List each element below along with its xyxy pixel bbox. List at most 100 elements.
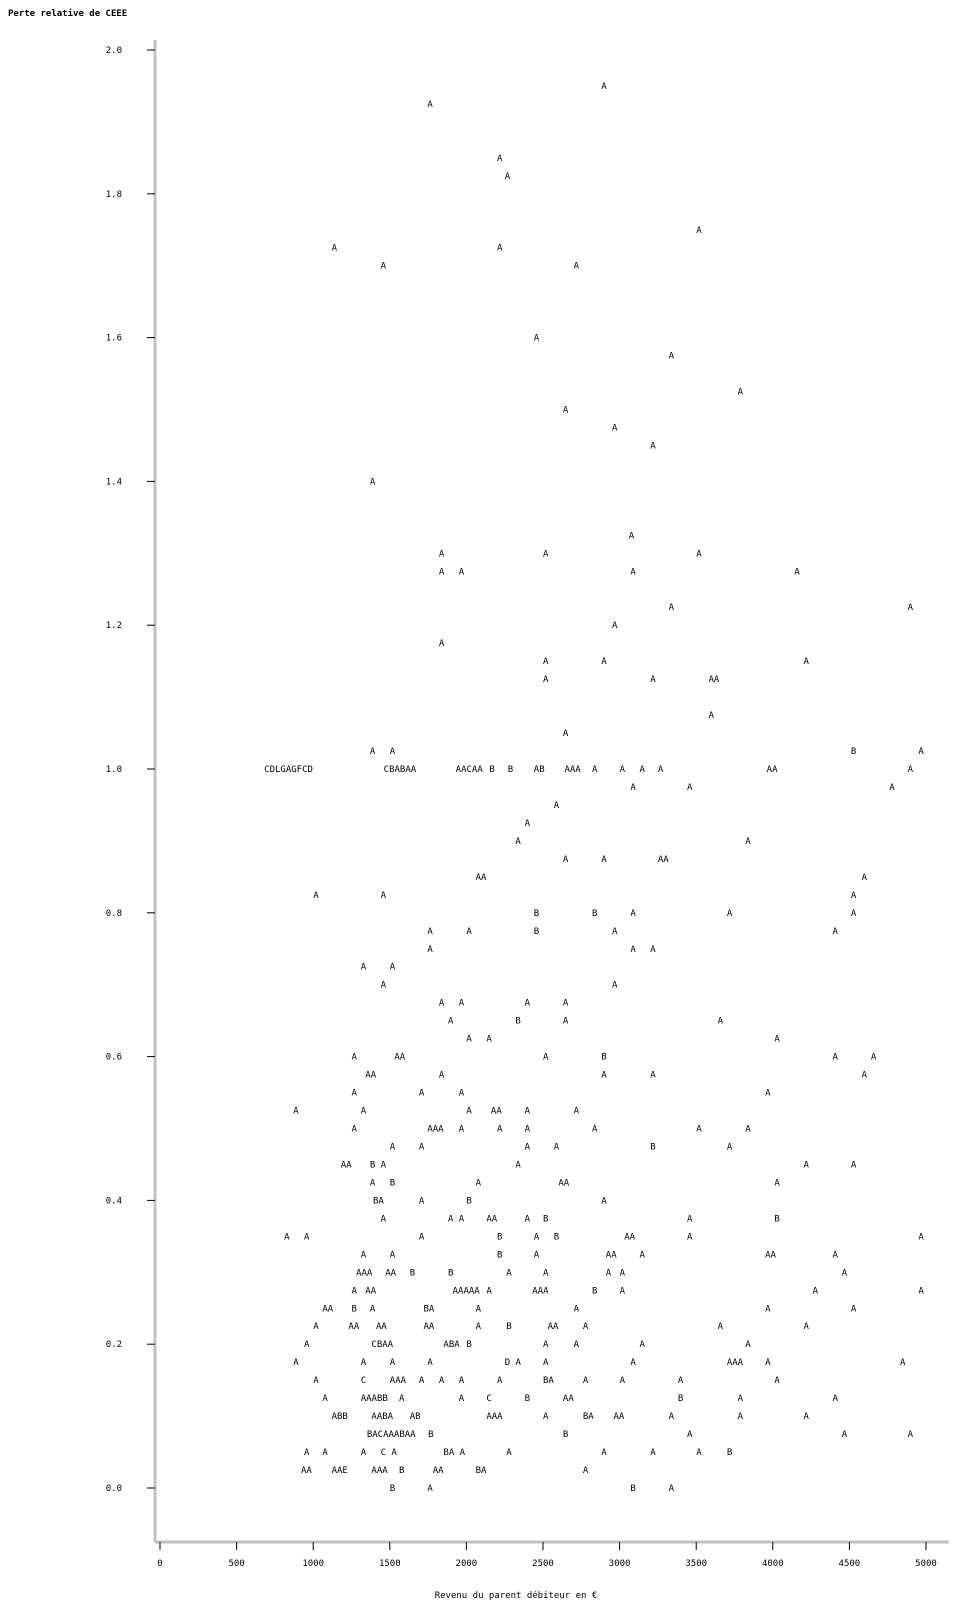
plot-point: A bbox=[620, 765, 626, 775]
plot-point: A bbox=[543, 549, 549, 559]
plot-point: AACAA bbox=[456, 765, 484, 775]
plot-point: A bbox=[313, 1322, 319, 1332]
plot-point: C bbox=[486, 1394, 491, 1404]
plot-point: A bbox=[352, 1125, 358, 1135]
plot-point: A bbox=[871, 1053, 877, 1063]
plot-point: A bbox=[918, 747, 924, 757]
plot-point: A bbox=[765, 1089, 771, 1099]
plot-point: AA bbox=[385, 1268, 396, 1278]
x-tick-label: 4000 bbox=[762, 1559, 784, 1569]
plot-point: AA bbox=[708, 675, 719, 685]
plot-point: A bbox=[606, 1268, 612, 1278]
plot-point: A bbox=[370, 747, 376, 757]
plot-point: A bbox=[640, 1250, 646, 1260]
plot-point: B bbox=[727, 1448, 732, 1458]
plot-point: A bbox=[427, 927, 433, 937]
plot-point: A bbox=[592, 765, 598, 775]
plot-point: BACAAABAA bbox=[367, 1430, 416, 1440]
plot-point: A bbox=[574, 1340, 580, 1350]
plot-point: AA bbox=[394, 1053, 405, 1063]
plot-point: C A bbox=[381, 1448, 398, 1458]
plot-point: A bbox=[525, 819, 531, 829]
plot-point: A bbox=[543, 1340, 549, 1350]
plot-point: A bbox=[620, 1268, 626, 1278]
plot-point: A bbox=[687, 783, 693, 793]
plot-point: B bbox=[370, 1160, 375, 1170]
plot-point: B bbox=[489, 765, 494, 775]
plot-point: B bbox=[515, 1017, 520, 1027]
plot-point: AAA bbox=[727, 1358, 744, 1368]
plot-point: A bbox=[381, 1214, 387, 1224]
plot-point: B bbox=[592, 909, 597, 919]
plot-point: A bbox=[583, 1376, 589, 1386]
plot-point: B bbox=[650, 1142, 655, 1152]
plot-point: A bbox=[381, 891, 387, 901]
plot-point: A bbox=[381, 981, 387, 991]
plot-point: A bbox=[745, 1125, 751, 1135]
plot-point: A bbox=[525, 1142, 531, 1152]
plot-point: A bbox=[322, 1394, 328, 1404]
plot-point: A bbox=[908, 1430, 914, 1440]
plot-point: A bbox=[332, 244, 338, 254]
plot-point: A bbox=[427, 945, 433, 955]
plot-point: A bbox=[658, 765, 664, 775]
plot-point: A bbox=[543, 1358, 549, 1368]
plot-point: A bbox=[486, 1035, 492, 1045]
plot-point: A bbox=[427, 100, 433, 110]
plot-point: AA bbox=[606, 1250, 617, 1260]
x-axis-title: Revenu du parent débiteur en € bbox=[435, 1590, 598, 1601]
plot-point: A bbox=[601, 657, 607, 667]
y-tick-label: 0.8 bbox=[106, 909, 122, 919]
plot-point: A bbox=[908, 765, 914, 775]
plot-point: A bbox=[687, 1232, 693, 1242]
plot-point: A bbox=[629, 531, 635, 541]
plot-point: A bbox=[851, 909, 857, 919]
plot-point: A bbox=[669, 1412, 675, 1422]
plot-point: A bbox=[620, 1286, 626, 1296]
plot-point: A bbox=[448, 1017, 454, 1027]
plot-point: B bbox=[592, 1286, 597, 1296]
plot-point: A bbox=[765, 1304, 771, 1314]
plot-point: A bbox=[612, 927, 618, 937]
plot-point: AA bbox=[486, 1214, 497, 1224]
plot-point: AAA bbox=[486, 1412, 503, 1422]
plot-point: A bbox=[459, 567, 465, 577]
y-tick-label: 0.4 bbox=[106, 1196, 122, 1206]
plot-point: AA bbox=[563, 1394, 574, 1404]
plot-point: A bbox=[774, 1376, 780, 1386]
plot-point: A bbox=[419, 1089, 425, 1099]
plot-point: A bbox=[361, 1107, 367, 1117]
plot-point: A bbox=[687, 1214, 693, 1224]
plot-point: A bbox=[390, 1250, 396, 1260]
plot-point: A bbox=[862, 873, 868, 883]
plot-point: A bbox=[439, 639, 445, 649]
plot-point: B bbox=[506, 1322, 511, 1332]
plot-point: A bbox=[515, 837, 521, 847]
plot-point: AAE bbox=[332, 1466, 348, 1476]
plot-point: A bbox=[427, 1484, 433, 1494]
plot-point: A bbox=[918, 1286, 924, 1296]
y-tick-label: 0.6 bbox=[106, 1053, 122, 1063]
plot-point: A bbox=[774, 1035, 780, 1045]
plot-point: A bbox=[696, 549, 702, 559]
plot-point: A bbox=[459, 1394, 465, 1404]
plot-point: AA bbox=[365, 1071, 376, 1081]
plot-point: A bbox=[669, 603, 675, 613]
plot-point: AA bbox=[767, 765, 778, 775]
plot-point: A bbox=[293, 1358, 299, 1368]
plot-point: A bbox=[525, 999, 531, 1009]
plot-point: AAA bbox=[427, 1125, 444, 1135]
plot-point: AAABB bbox=[361, 1394, 388, 1404]
plot-point: AB bbox=[534, 765, 545, 775]
plot-point: B bbox=[630, 1484, 635, 1494]
x-tick-label: 1500 bbox=[379, 1559, 401, 1569]
plot-point: A bbox=[399, 1394, 405, 1404]
plot-point: A bbox=[313, 1376, 319, 1386]
plot-point: AAA bbox=[564, 765, 581, 775]
plot-point: A bbox=[476, 1178, 482, 1188]
x-tick-label: 2500 bbox=[532, 1559, 554, 1569]
plot-point: A bbox=[738, 1412, 744, 1422]
plot-point: BA bbox=[583, 1412, 594, 1422]
plot-point: A bbox=[727, 1142, 733, 1152]
